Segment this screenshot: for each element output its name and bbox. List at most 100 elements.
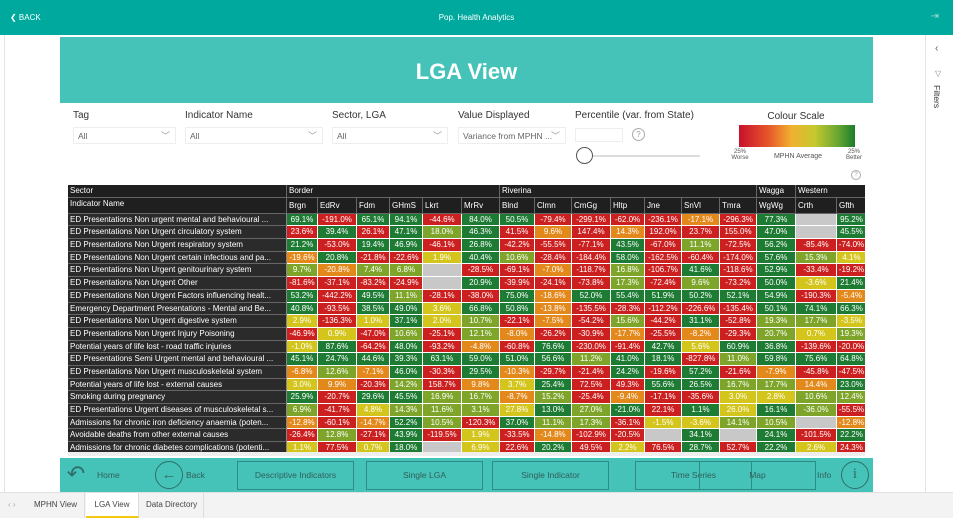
help-icon[interactable]: ? [632, 128, 645, 141]
exit-icon[interactable]: ⇥ [930, 11, 939, 22]
table-row: Potential years of life lost - external … [68, 378, 865, 392]
table-row: ED Presentations Non Urgent genitourinar… [68, 264, 865, 278]
tab-scroll-arrows-icon[interactable]: ‹ › [8, 500, 16, 509]
tab-data-directory[interactable]: Data Directory [140, 493, 204, 518]
indicator-filter-label: Indicator Name [185, 110, 253, 121]
filters-pane: ‹ ▽ Filters [925, 35, 953, 492]
descriptive-indicators-button[interactable]: Descriptive Indicators [237, 461, 354, 490]
value-cell: 9.8% [462, 378, 500, 392]
column-header[interactable]: Brgn [287, 197, 318, 214]
back-arrow-icon[interactable]: ← [155, 461, 183, 489]
percentile-input[interactable] [575, 128, 623, 142]
value-cell [720, 429, 757, 443]
value-cell: 24.1% [757, 429, 796, 443]
indicator-name: ED Presentations Non Urgent Injury Poiso… [68, 327, 287, 341]
column-header[interactable]: Crth [796, 197, 837, 214]
value-cell: 40.8% [287, 302, 318, 316]
table-row: ED Presentations Non Urgent certain infe… [68, 251, 865, 265]
info-icon[interactable]: i [841, 461, 869, 489]
column-header[interactable]: CmGg [572, 197, 611, 214]
sector-dropdown[interactable]: All ﹀ [332, 127, 448, 144]
indicator-name: ED Presentations Semi Urgent mental and … [68, 353, 287, 366]
value-cell: -118.6% [720, 264, 757, 278]
table-row: Avoidable deaths from other external cau… [68, 429, 865, 443]
value-cell: 58.0% [611, 251, 645, 265]
tag-dropdown[interactable]: All ﹀ [73, 127, 176, 144]
value-cell: 18.0% [423, 226, 462, 240]
home-icon[interactable]: ↶ [66, 461, 86, 486]
help-icon[interactable]: ? [851, 170, 861, 180]
tab-mphn-view[interactable]: MPHN View [27, 493, 85, 518]
value-cell: 45.5% [390, 391, 423, 404]
value-cell: 39.4% [318, 226, 357, 240]
value-cell: -79.4% [535, 213, 572, 227]
worse-label: Worse [731, 155, 749, 161]
value-cell: -93.2% [423, 340, 462, 354]
value-cell: 10.6% [390, 327, 423, 341]
column-header[interactable]: Tmra [720, 197, 757, 214]
column-header[interactable]: Lkrt [423, 197, 462, 214]
value-cell [796, 226, 837, 240]
value-cell: 56.6% [535, 353, 572, 366]
column-header[interactable]: Blnd [500, 197, 535, 214]
value-cell: 0.9% [318, 327, 357, 341]
percentile-slider[interactable] [590, 155, 700, 157]
column-header[interactable]: Gfth [837, 197, 865, 214]
home-button[interactable]: Home [97, 470, 120, 480]
value-cell: 1.0% [357, 315, 390, 328]
indicator-name-header[interactable]: Indicator Name [68, 197, 287, 214]
value-cell: -230.0% [572, 340, 611, 354]
value-cell: 69.1% [287, 213, 318, 227]
back-link[interactable]: ❮ BACK [10, 13, 41, 22]
value-cell: 4.8% [357, 404, 390, 417]
chevron-left-icon[interactable]: ‹ [935, 43, 939, 54]
value-cell: -106.7% [645, 264, 682, 278]
value-cell: -8.2% [682, 327, 720, 341]
value-cell: 45.5% [837, 226, 865, 240]
column-header[interactable]: WgWg [757, 197, 796, 214]
single-indicator-button[interactable]: Single Indicator [492, 461, 609, 490]
value-cell: -46.9% [287, 327, 318, 341]
value-cell: -27.1% [357, 429, 390, 443]
value-cell: 52.9% [757, 264, 796, 278]
filters-pane-toggle[interactable]: Filters [932, 85, 942, 109]
map-button[interactable]: Map [699, 461, 816, 490]
column-header[interactable]: Hltp [611, 197, 645, 214]
column-header[interactable]: SnVl [682, 197, 720, 214]
column-header[interactable]: GHmS [390, 197, 423, 214]
column-header[interactable]: Fdm [357, 197, 390, 214]
value-cell: -25.5% [645, 327, 682, 341]
value-cell: 9.7% [287, 264, 318, 278]
value-cell: -35.6% [682, 391, 720, 404]
tag-filter-label: Tag [73, 110, 90, 121]
value-cell: 49.5% [357, 289, 390, 303]
table-row: ED Presentations Non Urgent respiratory … [68, 239, 865, 252]
indicator-dropdown[interactable]: All ﹀ [185, 127, 323, 144]
column-header[interactable]: MrRv [462, 197, 500, 214]
column-header[interactable]: EdRv [318, 197, 357, 214]
column-header[interactable]: Jne [645, 197, 682, 214]
back-button[interactable]: Back [186, 470, 205, 480]
column-header[interactable]: Clmn [535, 197, 572, 214]
indicator-name: ED Presentations Non Urgent respiratory … [68, 239, 287, 252]
value-cell: 26.8% [462, 239, 500, 252]
value-cell: 59.0% [462, 353, 500, 366]
table-row: ED Presentations Non Urgent circulatory … [68, 226, 865, 240]
single-lga-button[interactable]: Single LGA [366, 461, 483, 490]
value-cell: -296.3% [720, 213, 757, 227]
percentile-slider-thumb[interactable] [576, 147, 593, 164]
tab-lga-view[interactable]: LGA View [86, 493, 139, 518]
time-series-button[interactable]: Time Series [635, 461, 752, 490]
value-cell: 27.8% [500, 404, 535, 417]
value-cell: 13.0% [535, 404, 572, 417]
value-cell: 17.3% [572, 416, 611, 430]
value-displayed-dropdown[interactable]: Variance from MPHN ... ﹀ [458, 127, 566, 144]
value-cell: -162.5% [645, 251, 682, 265]
value-cell: 155.0% [720, 226, 757, 240]
info-button[interactable]: Info [817, 470, 832, 480]
value-cell: 20.9% [462, 277, 500, 290]
tag-filter: Tag All ﹀ [73, 110, 176, 144]
indicator-name: ED Presentations Non Urgent musculoskele… [68, 365, 287, 379]
value-cell: 11.0% [720, 353, 757, 366]
horizontal-scrollbar[interactable] [68, 452, 865, 456]
